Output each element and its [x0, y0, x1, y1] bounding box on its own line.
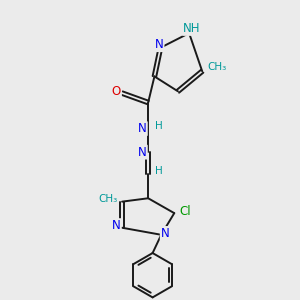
Text: N: N: [112, 219, 121, 232]
Text: Cl: Cl: [179, 205, 191, 218]
Text: N: N: [138, 146, 147, 159]
Text: CH₃: CH₃: [207, 62, 226, 72]
Text: H: H: [155, 121, 163, 131]
Text: H: H: [155, 167, 163, 176]
Text: O: O: [112, 85, 121, 98]
Text: NH: NH: [183, 22, 200, 35]
Text: CH₃: CH₃: [98, 194, 117, 203]
Text: N: N: [138, 122, 147, 135]
Text: N: N: [155, 38, 164, 51]
Text: N: N: [161, 227, 170, 240]
